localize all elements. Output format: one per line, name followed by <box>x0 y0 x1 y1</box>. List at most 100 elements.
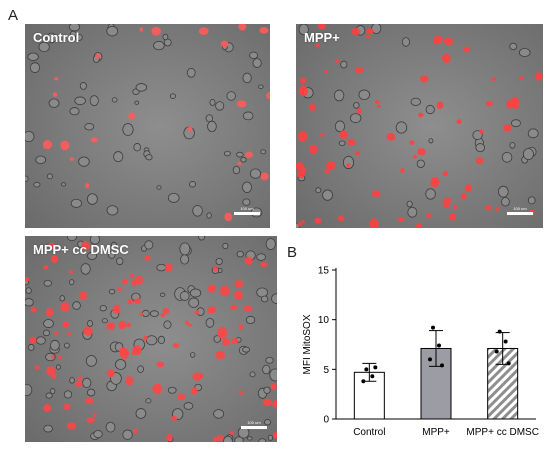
stained-cell <box>187 126 193 132</box>
y-tick-label: 5 <box>323 365 329 376</box>
stained-cell <box>42 140 52 150</box>
cell <box>145 398 152 404</box>
stained-cell <box>314 217 322 224</box>
stained-cell <box>301 220 305 224</box>
cell <box>59 295 65 302</box>
stained-cell <box>69 157 75 161</box>
stained-cell <box>118 320 127 330</box>
cell <box>42 329 51 337</box>
stained-cell <box>376 104 381 109</box>
cell <box>46 173 53 180</box>
cell <box>93 430 103 439</box>
cell <box>167 386 177 394</box>
cell <box>87 320 93 327</box>
cell <box>215 257 223 265</box>
y-tick-label: 15 <box>318 266 330 277</box>
stained-cell <box>52 92 58 97</box>
cell <box>406 200 413 208</box>
data-point <box>494 349 499 354</box>
cell <box>27 52 39 61</box>
cell <box>249 168 262 179</box>
cell <box>510 119 521 127</box>
data-point <box>428 357 432 362</box>
stained-cell <box>83 326 93 336</box>
cell <box>371 24 382 34</box>
cell <box>342 155 355 170</box>
stained-cell <box>237 294 242 300</box>
cell <box>236 250 244 258</box>
stained-cell <box>112 304 121 315</box>
stained-cell <box>90 137 98 143</box>
stained-cell <box>125 322 132 328</box>
stained-cell <box>194 310 200 315</box>
stained-cell <box>43 265 49 270</box>
stained-cell <box>139 27 144 32</box>
stained-cell <box>415 222 423 228</box>
stained-cell <box>135 275 144 285</box>
cell <box>179 242 191 256</box>
cell <box>162 33 169 41</box>
micrograph-mpp-cc-dmsc-cells: 100 um <box>25 236 277 442</box>
stained-cell <box>260 261 268 268</box>
cell <box>252 58 262 68</box>
stained-cell <box>309 144 318 155</box>
scale-bar <box>241 426 267 429</box>
stained-cell <box>443 37 454 46</box>
cell <box>509 141 516 149</box>
cell <box>298 24 309 36</box>
stained-cell <box>107 369 115 378</box>
cell <box>264 419 271 426</box>
cell <box>207 120 217 132</box>
x-tick-label: MPP+ <box>422 427 450 438</box>
cell <box>153 40 165 51</box>
stained-cell <box>144 255 151 261</box>
cell <box>55 364 62 370</box>
stained-cell <box>238 390 244 395</box>
cell <box>107 251 116 259</box>
stained-cell <box>177 393 186 401</box>
cell <box>141 309 150 318</box>
cell <box>69 107 80 116</box>
stained-cell <box>365 28 374 35</box>
cell <box>410 97 421 106</box>
stained-cell <box>485 100 493 107</box>
stained-cell <box>262 398 273 407</box>
scale-bar-label: 100 um <box>240 206 254 211</box>
stained-cell <box>60 140 70 151</box>
cell <box>334 120 345 133</box>
stained-cell <box>491 77 496 82</box>
y-axis-label: MFI MitoSOX <box>302 314 313 374</box>
stained-cell <box>315 43 320 48</box>
cell <box>72 301 81 310</box>
stained-cell <box>106 322 116 330</box>
cell <box>63 390 73 399</box>
cell <box>242 181 252 193</box>
stained-cell <box>53 77 59 81</box>
stained-cell <box>238 24 247 31</box>
cell <box>167 192 180 203</box>
stained-cell <box>436 101 444 110</box>
stained-cell <box>320 132 324 137</box>
stained-cell <box>128 112 136 120</box>
stained-cell <box>209 306 217 314</box>
cell <box>338 140 346 146</box>
stained-cell <box>86 417 95 424</box>
cell <box>163 320 172 329</box>
cell <box>179 291 190 301</box>
stained-cell <box>224 212 233 222</box>
stained-cell <box>132 345 142 356</box>
stained-cell <box>417 148 426 156</box>
stained-cell <box>351 27 361 36</box>
cell <box>68 24 81 32</box>
cell <box>69 279 75 286</box>
stained-cell <box>272 432 277 439</box>
cell <box>70 198 82 208</box>
cell <box>169 93 176 99</box>
cell <box>145 154 153 161</box>
stained-cell <box>229 304 238 311</box>
stained-cell <box>198 27 209 36</box>
stained-cell <box>121 278 128 285</box>
stained-cell <box>495 206 500 211</box>
cell <box>135 408 147 419</box>
stained-cell <box>272 399 277 408</box>
